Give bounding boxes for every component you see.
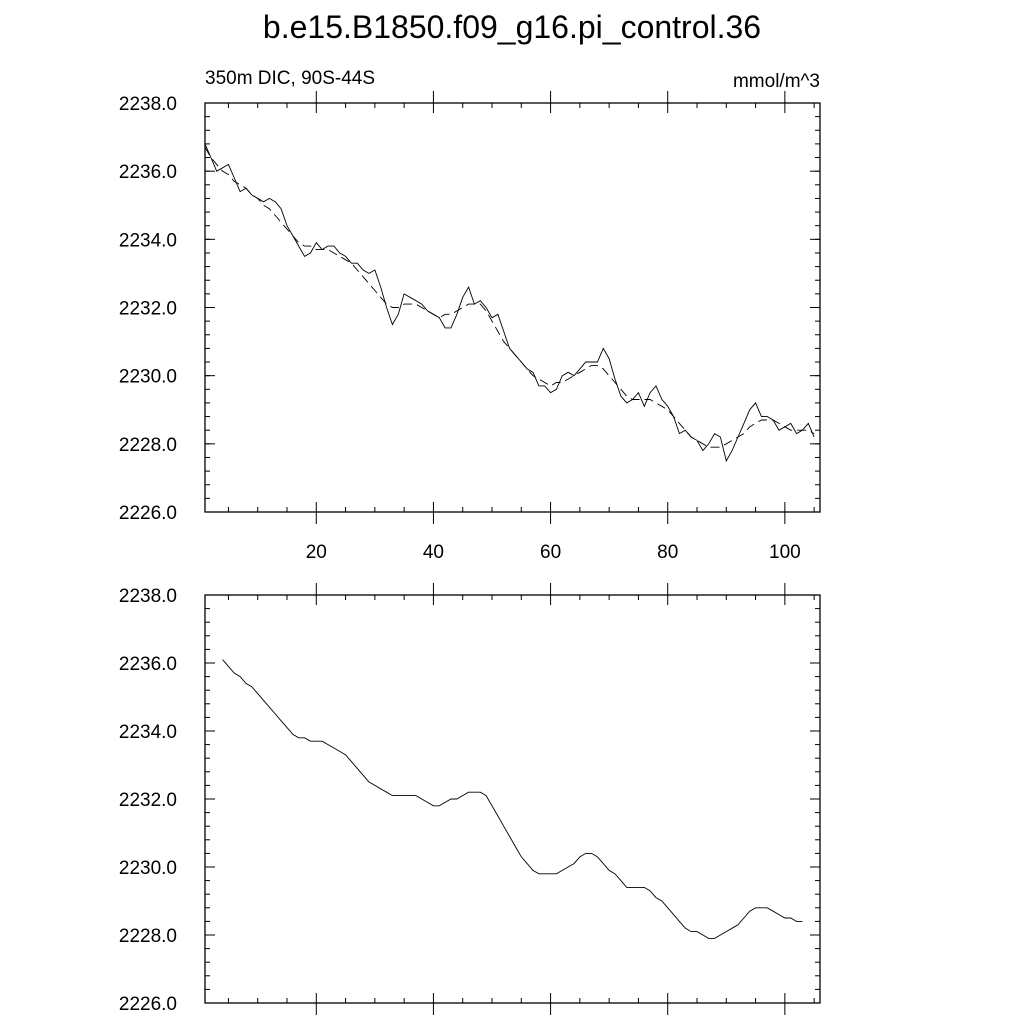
figure-title: b.e15.B1850.f09_g16.pi_control.36	[263, 9, 761, 45]
plot-frame	[204, 594, 821, 1004]
series-line-dashed	[204, 147, 815, 448]
y-tick-label: 2232.0	[119, 790, 177, 811]
y-tick-label: 2234.0	[119, 722, 177, 743]
x-tick-label: 80	[657, 542, 678, 563]
y-tick-label: 2230.0	[119, 858, 177, 879]
y-tick-label: 2226.0	[119, 503, 177, 524]
y-tick-label: 2236.0	[119, 654, 177, 675]
plot-frame	[204, 102, 821, 513]
panel-left-label: 350m DIC, 90S-44S	[205, 68, 375, 89]
y-tick-label: 2232.0	[119, 299, 177, 320]
y-tick-label: 2230.0	[119, 367, 177, 388]
y-tick-label: 2238.0	[119, 586, 177, 607]
y-tick-label: 2228.0	[119, 435, 177, 456]
y-tick-label: 2228.0	[119, 926, 177, 947]
x-tick-label: 20	[306, 542, 327, 563]
y-tick-label: 2236.0	[119, 162, 177, 183]
bottom-panel: 2226.0 2228.0 2230.0 2232.0 2234.0 2236.0 2238…	[119, 583, 821, 1015]
y-tick-label: 2238.0	[119, 94, 177, 115]
y-tick-label: 2234.0	[119, 230, 177, 251]
x-tick-label: 100	[769, 542, 801, 563]
series-line	[204, 143, 815, 463]
units-label: mmol/m^3	[733, 71, 820, 92]
x-tick-label: 40	[423, 542, 444, 563]
y-tick-label: 2226.0	[119, 994, 177, 1015]
top-panel: 2226.0 2228.0 2230.0 2232.0 2234.0 2236.0 2238…	[119, 91, 821, 563]
series-line	[222, 659, 803, 939]
x-tick-label: 60	[540, 542, 561, 563]
